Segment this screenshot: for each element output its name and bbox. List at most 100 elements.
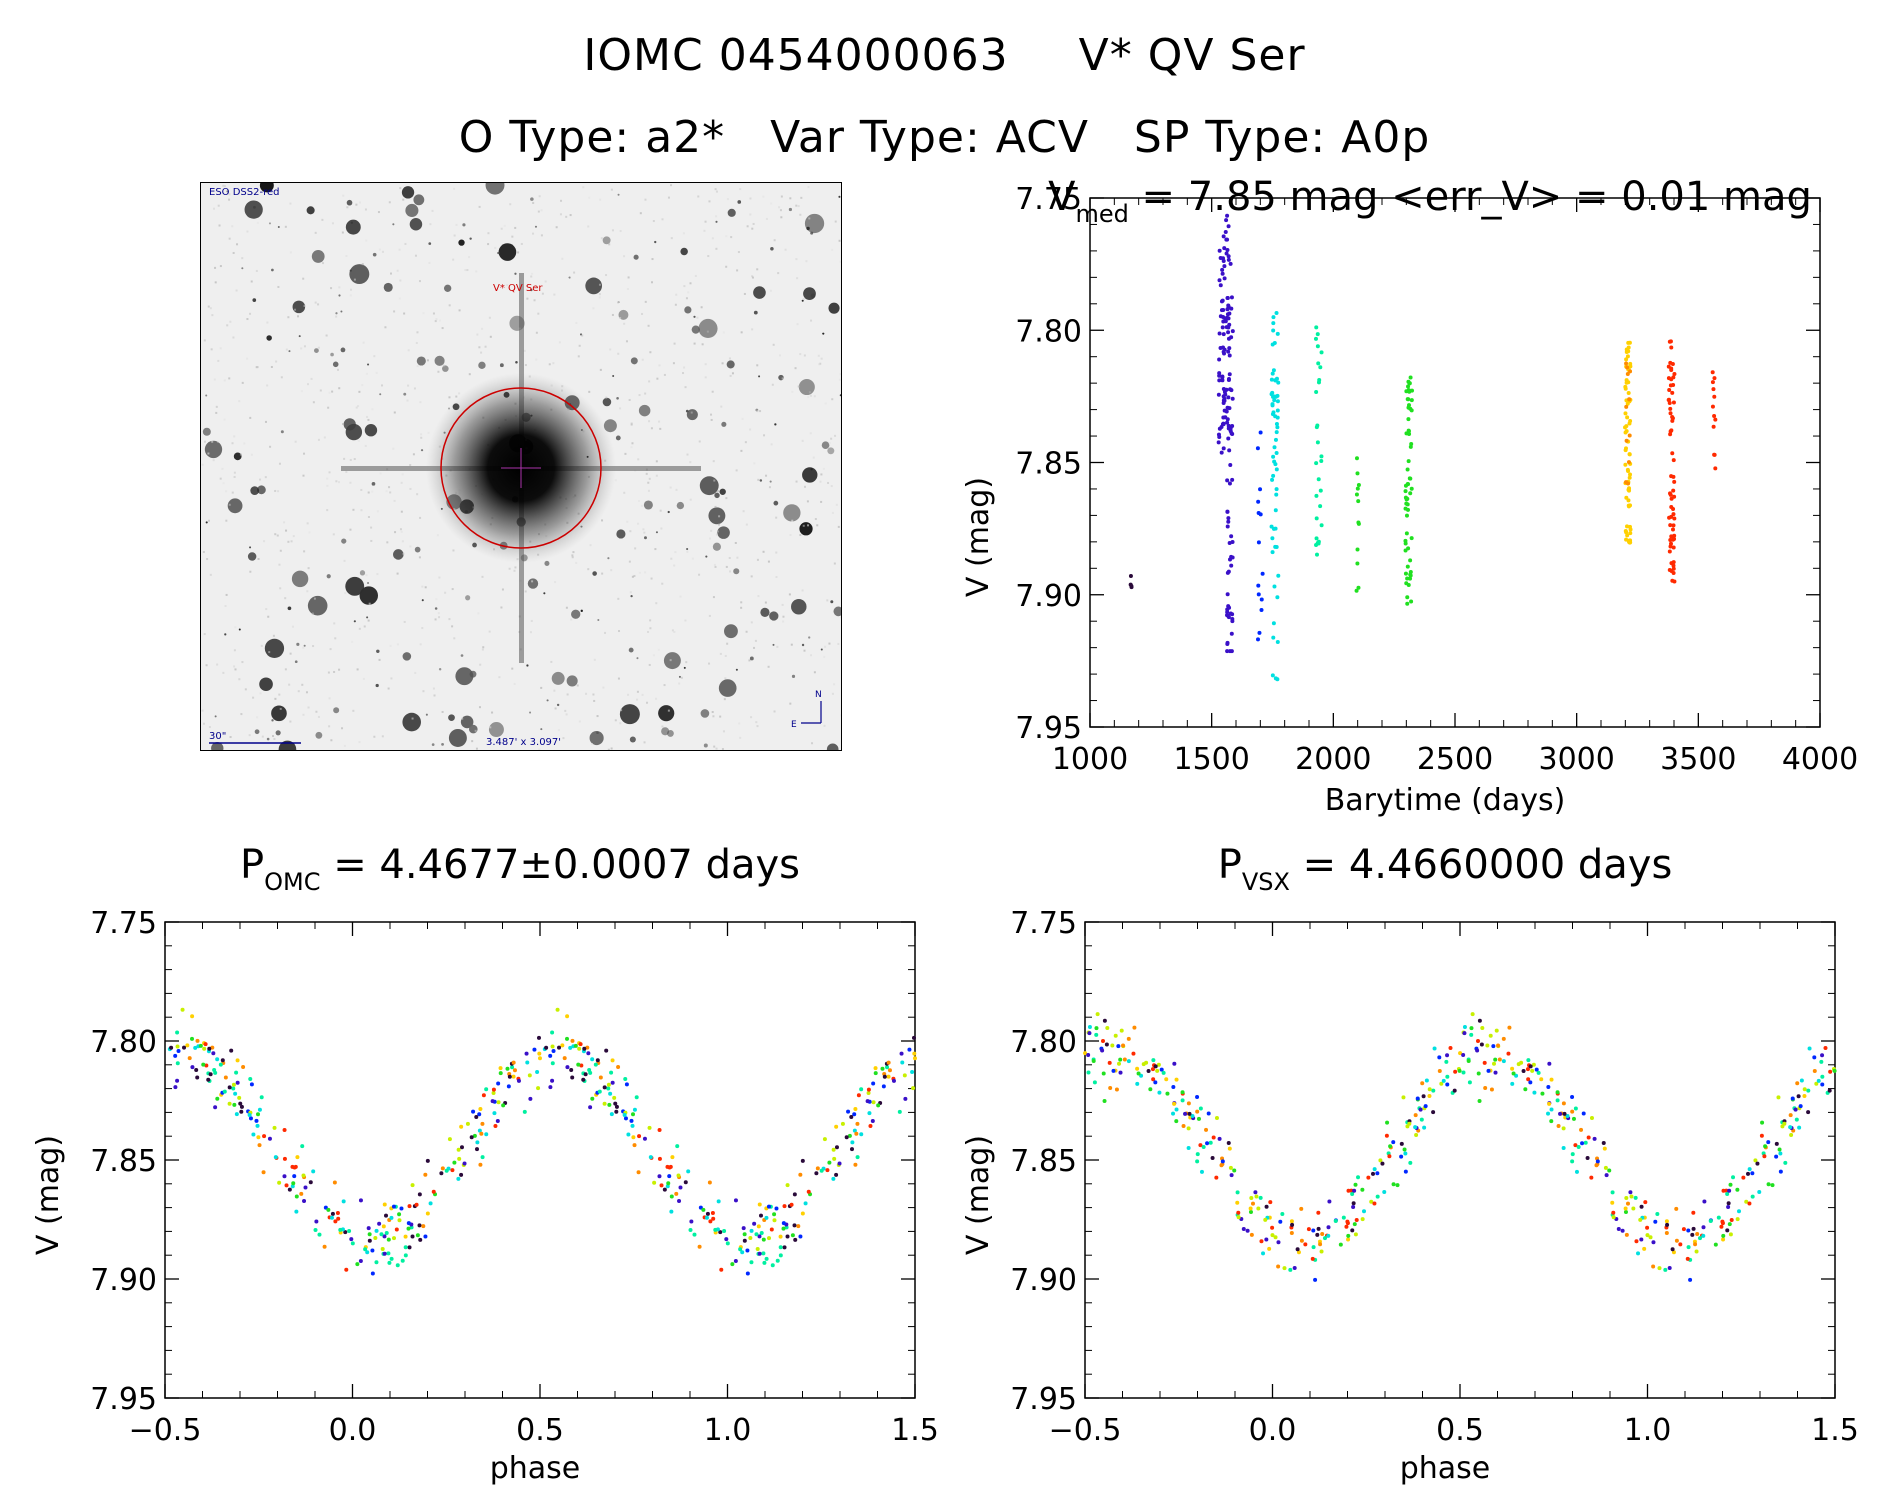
title-rest: = 7.85 mag <err_V> = 0.01 mag — [1129, 174, 1812, 220]
data-point — [570, 1038, 575, 1043]
sky-noise — [370, 539, 373, 542]
data-point — [1366, 1175, 1371, 1180]
data-point — [1221, 446, 1226, 451]
field-star — [799, 522, 813, 536]
field-star — [315, 731, 323, 739]
data-point — [1318, 488, 1323, 493]
data-point — [1270, 550, 1275, 555]
sky-noise — [327, 406, 330, 409]
data-point — [1259, 608, 1264, 613]
sky-noise — [683, 366, 686, 369]
data-point — [456, 1147, 461, 1152]
field-star — [529, 711, 532, 714]
data-point — [195, 1075, 200, 1080]
sky-noise — [714, 565, 717, 568]
data-point — [840, 1121, 845, 1126]
sky-noise — [326, 477, 329, 480]
data-point — [1382, 1190, 1387, 1195]
data-point — [218, 1062, 223, 1067]
data-point — [1311, 1228, 1316, 1233]
sky-noise — [588, 390, 591, 393]
data-point — [535, 1069, 540, 1074]
field-star — [277, 225, 280, 228]
data-point — [1195, 1109, 1200, 1114]
x-axis-label: phase — [1400, 1451, 1491, 1486]
data-point — [1406, 417, 1411, 422]
x-tick-label: 1500 — [1173, 742, 1249, 777]
data-point — [880, 1066, 885, 1071]
data-point — [1206, 1111, 1211, 1116]
sky-noise — [297, 690, 300, 693]
data-point — [742, 1238, 747, 1243]
data-point — [1214, 1175, 1219, 1180]
field-star — [514, 272, 517, 275]
sky-noise — [682, 372, 685, 375]
data-point — [1671, 512, 1676, 517]
sky-noise — [532, 232, 535, 235]
data-point — [1611, 1215, 1616, 1220]
data-point — [1774, 1154, 1779, 1159]
x-tick-label: 2000 — [1295, 742, 1371, 777]
sky-noise — [217, 359, 220, 362]
sky-noise — [561, 257, 564, 260]
data-point — [725, 1241, 730, 1246]
sky-noise — [274, 697, 277, 700]
sky-noise — [834, 434, 837, 437]
sky-noise — [722, 730, 725, 733]
data-point — [565, 1014, 570, 1019]
data-point — [1570, 1152, 1575, 1157]
data-point — [637, 1134, 642, 1139]
field-star — [403, 392, 407, 396]
field-star — [425, 713, 428, 716]
data-point — [1405, 467, 1410, 472]
data-point — [1327, 1199, 1332, 1204]
data-point — [1275, 425, 1280, 430]
data-point — [1403, 1169, 1408, 1174]
x-axis-label: phase — [490, 1451, 581, 1486]
data-point — [757, 1234, 762, 1239]
data-point — [1216, 392, 1221, 397]
sky-noise — [310, 377, 313, 380]
sky-noise — [715, 533, 718, 536]
data-point — [1395, 1183, 1400, 1188]
data-point — [724, 1237, 729, 1242]
data-point — [911, 1035, 916, 1040]
data-point — [505, 1066, 510, 1071]
data-point — [781, 1221, 786, 1226]
data-point — [669, 1194, 674, 1199]
sky-noise — [708, 614, 711, 617]
data-point — [907, 1047, 912, 1052]
data-point — [1725, 1192, 1730, 1197]
data-point — [1413, 1125, 1418, 1130]
data-point — [648, 1155, 653, 1160]
sky-noise — [388, 201, 391, 204]
data-point — [1623, 448, 1628, 453]
field-star — [808, 636, 811, 639]
sky-noise — [243, 442, 246, 445]
data-point — [1671, 488, 1676, 493]
data-point — [1691, 1210, 1696, 1215]
sky-noise — [289, 720, 292, 723]
data-point — [1549, 1107, 1554, 1112]
field-star — [438, 668, 442, 671]
data-point — [1224, 251, 1229, 256]
sky-noise — [366, 415, 369, 418]
data-point — [382, 1251, 387, 1256]
sky-noise — [838, 378, 841, 381]
sky-noise — [746, 225, 749, 228]
data-point — [1747, 1167, 1752, 1172]
field-star — [340, 310, 343, 313]
field-star — [326, 574, 331, 579]
field-star — [515, 361, 518, 364]
sky-noise — [675, 293, 678, 296]
data-point — [1227, 353, 1232, 358]
data-point — [1273, 508, 1278, 513]
data-point — [491, 1087, 496, 1092]
data-point — [231, 1082, 236, 1087]
field-star — [441, 743, 444, 746]
data-point — [1186, 1146, 1191, 1151]
data-point — [632, 1143, 637, 1148]
data-point — [1264, 1237, 1269, 1242]
sky-noise — [275, 360, 278, 363]
data-point — [1227, 322, 1232, 327]
